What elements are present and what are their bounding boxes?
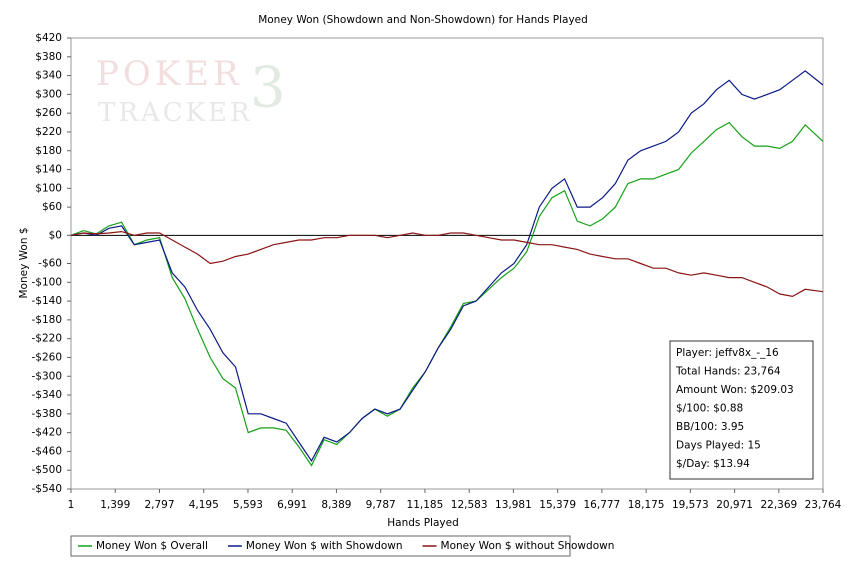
x-axis-label: Hands Played <box>387 517 458 529</box>
y-tick-label: -$500 <box>31 464 62 476</box>
y-tick-label: $180 <box>35 145 62 157</box>
y-tick-label: $140 <box>35 164 62 176</box>
y-tick-label: $0 <box>49 229 62 241</box>
y-tick-label: -$180 <box>31 314 62 326</box>
info-text: BB/100: 3.95 <box>676 421 744 433</box>
y-tick-label: -$60 <box>38 258 62 270</box>
y-tick-label: $100 <box>35 182 62 194</box>
y-tick-label: $60 <box>42 201 62 213</box>
x-tick-label: 12,583 <box>451 499 488 511</box>
y-axis-label: Money Won $ <box>18 227 30 298</box>
info-text: Amount Won: $209.03 <box>676 384 794 396</box>
y-tick-label: -$420 <box>31 427 62 439</box>
watermark: POKER <box>96 54 243 94</box>
series-line <box>70 121 824 467</box>
series-line <box>70 230 824 298</box>
info-text: Days Played: 15 <box>676 440 761 452</box>
y-tick-label: $380 <box>35 51 62 63</box>
legend-label: Money Won $ Overall <box>96 540 208 552</box>
x-tick-label: 18,175 <box>628 499 665 511</box>
x-tick-label: 1 <box>68 499 75 511</box>
y-tick-label: -$460 <box>31 445 62 457</box>
y-tick-label: $300 <box>35 88 62 100</box>
info-text: Total Hands: 23,764 <box>675 366 781 378</box>
info-text: Player: jeffv8x_-_16 <box>676 347 779 359</box>
y-tick-label: $260 <box>35 107 62 119</box>
x-tick-label: 15,379 <box>539 499 576 511</box>
x-tick-label: 8,389 <box>321 499 351 511</box>
y-tick-label: $420 <box>35 32 62 44</box>
y-tick-label: -$140 <box>31 295 62 307</box>
y-tick-label: -$540 <box>31 483 62 495</box>
y-tick-label: -$340 <box>31 389 62 401</box>
watermark: 3 <box>250 56 286 121</box>
y-tick-label: -$380 <box>31 408 62 420</box>
x-tick-label: 2,797 <box>144 499 174 511</box>
info-box <box>669 340 814 480</box>
x-tick-label: 4,195 <box>189 499 219 511</box>
y-tick-label: $220 <box>35 126 62 138</box>
x-tick-label: 19,573 <box>672 499 709 511</box>
y-tick-label: -$260 <box>31 351 62 363</box>
info-text: $/100: $0.88 <box>676 403 743 415</box>
x-tick-label: 9,787 <box>366 499 396 511</box>
info-text: $/Day: $13.94 <box>676 458 750 470</box>
x-tick-label: 13,981 <box>495 499 532 511</box>
x-tick-label: 5,593 <box>233 499 263 511</box>
x-tick-label: 20,971 <box>716 499 753 511</box>
series-line <box>70 70 824 462</box>
chart-title: Money Won (Showdown and Non-Showdown) fo… <box>258 14 588 26</box>
legend-label: Money Won $ without Showdown <box>441 540 615 552</box>
legend-label: Money Won $ with Showdown <box>246 540 403 552</box>
legend-box <box>70 535 571 557</box>
y-tick-label: -$100 <box>31 276 62 288</box>
x-tick-label: 23,764 <box>805 499 842 511</box>
x-tick-label: 6,991 <box>277 499 307 511</box>
x-tick-label: 1,399 <box>100 499 130 511</box>
y-tick-label: -$300 <box>31 370 62 382</box>
watermark: TRACKER <box>98 98 253 128</box>
y-tick-label: $340 <box>35 70 62 82</box>
x-tick-label: 22,369 <box>760 499 797 511</box>
x-tick-label: 16,777 <box>584 499 621 511</box>
x-tick-label: 11,185 <box>407 499 444 511</box>
y-tick-label: -$220 <box>31 333 62 345</box>
